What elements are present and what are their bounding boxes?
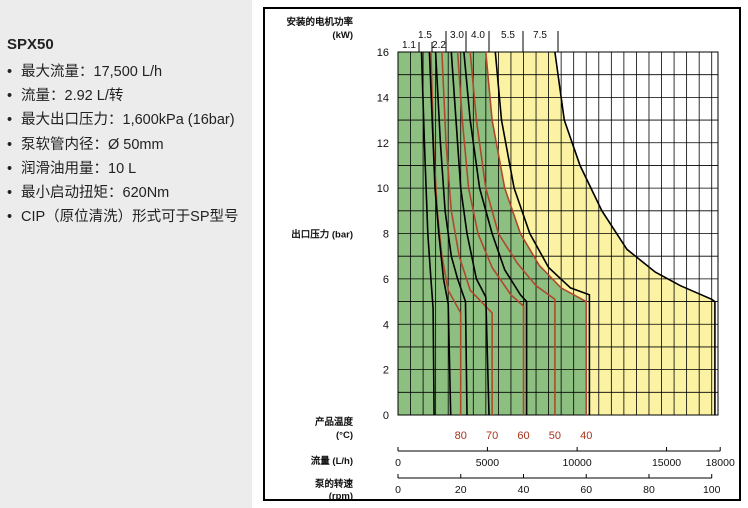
power-curve-1.1 xyxy=(420,51,435,416)
flow-tick-label: 10000 xyxy=(563,457,592,469)
power-label-5.5: 5.5 xyxy=(501,30,515,41)
power-curve-3.0 xyxy=(450,51,490,416)
bullet-icon: • xyxy=(7,209,13,226)
power-label-7.5: 7.5 xyxy=(533,30,547,41)
spec-item: • 流量：2.92 L/转 xyxy=(7,84,247,108)
spec-item-text: CIP（原位清洗）形式可于SP型号 xyxy=(21,209,239,226)
spec-item-text: 最大出口压力：1,600kPa (16bar) xyxy=(21,112,235,129)
bullet-icon: • xyxy=(7,160,13,177)
temperature-tick-60: 60 xyxy=(517,430,529,442)
power-label-3.0: 3.0 xyxy=(450,30,464,41)
power-curve-7.5 xyxy=(554,51,716,415)
temperature-tick-40: 40 xyxy=(580,430,592,442)
spec-title: SPX50 xyxy=(7,36,54,53)
spec-item: • 泵软管内径：Ø 50mm xyxy=(7,133,247,157)
spec-panel: SPX50 • 最大流量：17,500 L/h • 流量：2.92 L/转 • 最大出… xyxy=(0,0,252,508)
temperature-tick-70: 70 xyxy=(486,430,498,442)
flow-tick-label: 15000 xyxy=(652,457,681,469)
spec-item-text: 泵软管内径：Ø 50mm xyxy=(21,136,164,153)
bullet-icon: • xyxy=(7,136,13,153)
bullet-icon: • xyxy=(7,112,13,129)
speed-tick-label: 20 xyxy=(455,484,467,496)
bullet-icon: • xyxy=(7,88,13,105)
speed-tick-label: 60 xyxy=(580,484,592,496)
spec-item-text: 流量：2.92 L/转 xyxy=(21,88,124,105)
spec-item: • 最大出口压力：1,600kPa (16bar) xyxy=(7,108,247,132)
speed-tick-label: 40 xyxy=(518,484,530,496)
power-label-1.1: 1.1 xyxy=(402,40,416,51)
temperature-axis-label: 产品温度 xyxy=(315,416,354,428)
bullet-icon: • xyxy=(7,64,13,80)
y-tick-label: 4 xyxy=(383,319,389,331)
power-curve-5.5 xyxy=(494,51,591,415)
flow-tick-label: 5000 xyxy=(476,457,500,469)
speed-tick-label: 0 xyxy=(395,484,401,496)
power-axis-unit: (kW) xyxy=(332,30,353,41)
y-tick-label: 2 xyxy=(383,365,389,377)
spec-item: • 最大流量：17,500 L/h xyxy=(7,60,247,84)
temperature-axis-unit: (°C) xyxy=(336,430,353,441)
bullet-icon: • xyxy=(7,185,13,202)
temperature-tick-50: 50 xyxy=(549,430,561,442)
power-label-4.0: 4.0 xyxy=(471,30,485,41)
y-tick-label: 8 xyxy=(383,229,389,241)
chart-frame: 0 2 4 6 8 10 12 14 16 出口压力 (bar) 安装的电机功率 (kW) 1.1 1.5… xyxy=(263,7,741,501)
temperature-curve-60 xyxy=(456,51,525,415)
y-tick-label: 12 xyxy=(377,138,389,150)
y-axis-label: 出口压力 (bar) xyxy=(291,229,353,241)
flow-tick-label: 0 xyxy=(395,457,401,469)
spec-item: • 最小启动扭矩：620Nm xyxy=(7,181,247,205)
y-tick-label: 10 xyxy=(377,183,389,195)
power-axis-label: 安装的电机功率 xyxy=(286,16,353,28)
temperature-tick-80: 80 xyxy=(455,430,467,442)
power-label-2.2: 2.2 xyxy=(432,40,446,51)
speed-axis-unit: (rpm) xyxy=(329,491,353,499)
flow-axis-label: 流量 (L/h) xyxy=(311,455,353,467)
pump-performance-chart: 0 2 4 6 8 10 12 14 16 出口压力 (bar) 安装的电机功率 (kW) 1.11.5… xyxy=(286,16,735,499)
y-tick-label: 6 xyxy=(383,274,389,286)
flow-tick-label: 18000 xyxy=(706,457,735,469)
speed-tick-label: 100 xyxy=(703,484,721,496)
power-curve-1.5 xyxy=(428,51,452,416)
y-tick-label: 0 xyxy=(383,410,389,422)
spec-item-text: 润滑油用量：10 L xyxy=(21,160,137,177)
power-label-1.5: 1.5 xyxy=(418,30,432,41)
spec-item: • 润滑油用量：10 L xyxy=(7,157,247,181)
power-curve-4.0 xyxy=(463,51,528,415)
power-curve-2.2 xyxy=(434,51,468,416)
temperature-curve-40 xyxy=(485,51,588,415)
spec-list: • 最大流量：17,500 L/h • 流量：2.92 L/转 • 最大出口压力：1,… xyxy=(7,60,247,229)
speed-axis-label: 泵的转速 xyxy=(314,478,354,490)
spec-item-text: 最小启动扭矩：620Nm xyxy=(21,185,170,202)
spec-item: • CIP（原位清洗）形式可于SP型号 xyxy=(7,205,247,229)
temperature-curve-70 xyxy=(441,51,493,415)
y-tick-label: 16 xyxy=(377,47,389,59)
temperature-curve-50 xyxy=(469,51,556,415)
speed-tick-label: 80 xyxy=(643,484,655,496)
spec-item-text: 最大流量：17,500 L/h xyxy=(21,64,163,80)
y-tick-label: 14 xyxy=(377,92,389,104)
